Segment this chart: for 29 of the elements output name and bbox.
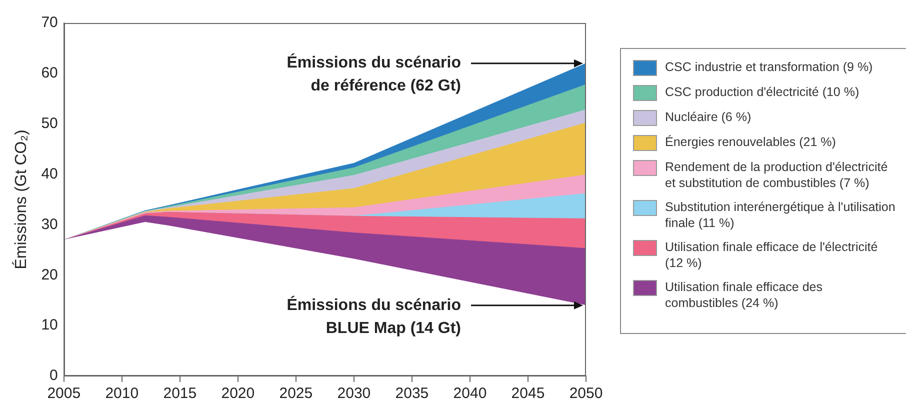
x-tick-label: 2020 (221, 385, 255, 402)
x-tick-label: 2030 (337, 385, 371, 402)
x-tick-label: 2035 (395, 385, 429, 402)
legend-label: CSC production d'électricité (10 %) (665, 84, 860, 100)
y-tick-label: 10 (41, 316, 58, 334)
legend-label: CSC industrie et transformation (9 %) (665, 59, 873, 75)
annotation: Émissions du scénario de référence (62 Gt) (286, 52, 462, 95)
x-tick-label: 2050 (569, 385, 603, 402)
x-tick-label: 2010 (105, 385, 139, 402)
legend-label: Utilisation finale efficace de l'électricité (12 %) (665, 239, 879, 271)
y-tick-label: 20 (41, 266, 58, 284)
legend-label: Nucléaire (6 %) (665, 109, 752, 125)
legend-label: Substitution interénergétique à l'utilisation finale (11 %) (665, 199, 896, 231)
y-tick-label: 70 (41, 14, 58, 32)
x-tick-label: 2015 (163, 385, 197, 402)
y-tick-label: 50 (41, 115, 58, 132)
y-axis-title: Émissions (Gt CO₂) (12, 130, 30, 270)
legend-label: Énergies renouvelables (21 %) (665, 134, 836, 150)
legend-label: Rendement de la production d'électricité et substitution de combustibles (7 %) (665, 159, 889, 191)
annotation: Émissions du scénario BLUE Map (14 Gt) (286, 294, 462, 337)
y-tick-label: 60 (41, 64, 58, 82)
y-tick-label: 0 (50, 367, 58, 384)
y-tick-label: 30 (41, 216, 58, 233)
x-tick-label: 2040 (453, 385, 487, 402)
x-tick-label: 2025 (279, 385, 313, 402)
x-tick-label: 2005 (47, 385, 81, 402)
x-tick-label: 2045 (511, 385, 545, 402)
legend-label: Utilisation finale efficace des combustibles (24 %) (665, 279, 824, 311)
y-tick-label: 40 (41, 165, 58, 182)
